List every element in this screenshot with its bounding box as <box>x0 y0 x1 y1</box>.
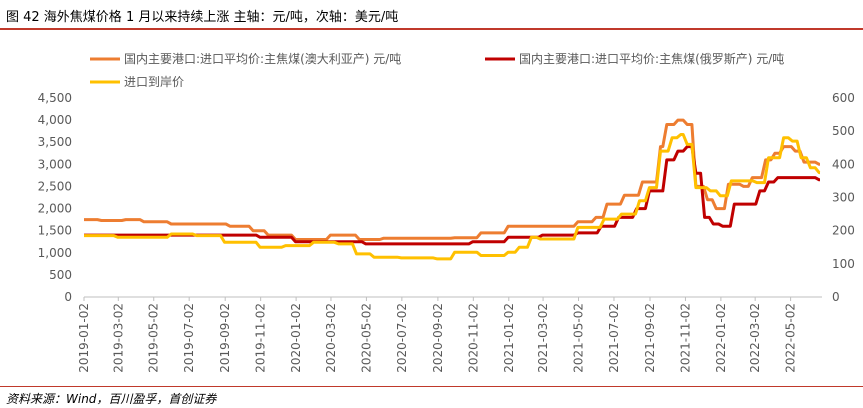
x-axis-tick-label: 2020-03-02 <box>324 303 338 373</box>
legend-label-3: 进口到岸价 <box>124 75 184 89</box>
left-axis-tick-label: 4,000 <box>38 113 72 127</box>
series-line-2 <box>84 145 821 246</box>
x-axis-tick-label: 2020-09-02 <box>431 303 445 373</box>
right-axis-tick-label: 400 <box>832 157 855 171</box>
left-axis-tick-label: 3,500 <box>38 135 72 149</box>
figure-title: 图 42 海外焦煤价格 1 月以来持续上涨 主轴：元/吨，次轴：美元/吨 <box>6 10 399 25</box>
left-axis-tick-label: 1,500 <box>38 224 72 238</box>
left-axis-tick-label: 1,000 <box>38 246 72 260</box>
right-axis-tick-label: 500 <box>832 124 855 138</box>
source-divider <box>0 386 863 387</box>
left-axis-tick-label: 500 <box>49 268 72 282</box>
x-axis-tick-label: 2020-05-02 <box>359 303 373 373</box>
left-axis-tick-label: 3,000 <box>38 157 72 171</box>
series-line-1 <box>84 118 821 241</box>
left-axis-tick-label: 2,500 <box>38 179 72 193</box>
right-axis-tick-label: 200 <box>832 224 855 238</box>
legend-label-1: 国内主要港口:进口平均价:主焦煤(澳大利亚产) 元/吨 <box>124 52 401 66</box>
x-axis-tick-label: 2019-03-02 <box>111 303 125 373</box>
x-axis-tick-label: 2020-11-02 <box>466 303 480 373</box>
x-axis-tick-label: 2021-07-02 <box>607 303 621 373</box>
left-axis-tick-label: 0 <box>64 290 72 304</box>
right-axis-tick-label: 100 <box>832 257 855 271</box>
x-axis-tick-label: 2022-01-02 <box>714 303 728 373</box>
x-axis-tick-label: 2022-05-02 <box>784 303 798 373</box>
x-axis-tick-label: 2021-01-02 <box>502 303 516 373</box>
right-axis-tick-label: 0 <box>832 290 840 304</box>
source-note: 资料来源：Wind，百川盈孚，首创证券 <box>6 392 217 406</box>
left-axis-tick-label: 4,500 <box>38 91 72 105</box>
x-axis-tick-label: 2022-03-02 <box>748 303 762 373</box>
left-axis-tick-label: 2,000 <box>38 202 72 216</box>
x-axis-tick-label: 2021-11-02 <box>678 303 692 373</box>
x-axis-tick-label: 2019-05-02 <box>147 303 161 373</box>
x-axis-tick-label: 2021-03-02 <box>536 303 550 373</box>
x-axis-tick-label: 2019-11-02 <box>254 303 268 373</box>
x-axis-tick-label: 2019-09-02 <box>218 303 232 373</box>
x-axis-tick-label: 2019-07-02 <box>182 303 196 373</box>
legend-label-2: 国内主要港口:进口平均价:主焦煤(俄罗斯产) 元/吨 <box>519 52 784 66</box>
line-chart: 0 500 1,000 1,500 2,000 2,500 3,000 3,500 4,000 4… <box>38 52 855 373</box>
right-axis-tick-label: 300 <box>832 191 855 205</box>
title-divider <box>0 28 863 30</box>
x-axis-tick-label: 2020-01-02 <box>289 303 303 373</box>
series-line-3 <box>84 133 821 261</box>
x-axis-tick-label: 2019-01-02 <box>77 303 91 373</box>
x-axis-tick-label: 2021-05-02 <box>572 303 586 373</box>
x-axis-tick-label: 2020-07-02 <box>395 303 409 373</box>
x-axis-tick-label: 2021-09-02 <box>643 303 657 373</box>
right-axis-tick-label: 600 <box>832 91 855 105</box>
